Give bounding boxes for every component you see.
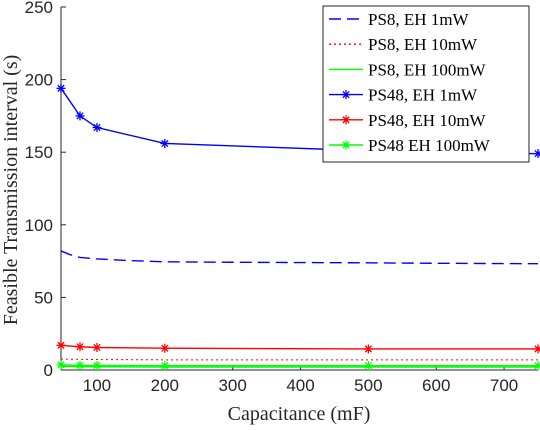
legend-box	[322, 5, 530, 163]
legend-marker	[341, 115, 351, 125]
legend-label: PS48, EH 1mW	[368, 86, 478, 105]
series-line-0	[60, 250, 539, 265]
data-point-marker	[160, 138, 170, 148]
legend-item: PS48 EH 100mW	[329, 136, 491, 155]
series-line-5	[60, 364, 538, 367]
y-tick-label: 100	[25, 216, 53, 235]
legend-marker	[341, 140, 351, 150]
data-point-marker	[160, 361, 170, 371]
legend-label: PS48, EH 10mW	[368, 111, 487, 130]
data-point-marker	[75, 360, 85, 370]
series-line-1	[60, 358, 538, 361]
legend-label: PS8, EH 100mW	[368, 60, 487, 79]
data-point-marker	[56, 83, 66, 93]
data-point-marker	[363, 344, 373, 354]
x-tick-label: 500	[354, 376, 382, 395]
legend-label: PS8, EH 10mW	[368, 35, 478, 54]
data-point-marker	[160, 343, 170, 353]
x-tick-label: 400	[286, 376, 314, 395]
data-point-marker	[56, 360, 66, 370]
data-point-marker	[56, 340, 66, 350]
data-point-marker	[75, 111, 85, 121]
data-point-marker	[533, 149, 540, 159]
data-point-marker	[92, 342, 102, 352]
x-tick-label: 100	[83, 376, 111, 395]
legend-item: PS48, EH 10mW	[329, 111, 487, 130]
y-tick-label: 0	[44, 361, 53, 380]
legend-item: PS8, EH 10mW	[329, 35, 478, 54]
legend: PS8, EH 1mW PS8, EH 10mW PS8, EH 100mW PS48…	[322, 5, 530, 163]
legend-item: PS8, EH 1mW	[329, 10, 470, 29]
x-axis-title: Capacitance (mF)	[228, 403, 371, 425]
series-line-4	[60, 344, 538, 350]
y-tick-label: 200	[25, 71, 53, 90]
legend-label: PS8, EH 1mW	[368, 10, 470, 29]
x-tick-label: 200	[151, 376, 179, 395]
data-point-marker	[363, 361, 373, 371]
data-point-marker	[533, 344, 540, 354]
y-tick-label: 50	[34, 288, 53, 307]
y-tick-label: 250	[25, 0, 53, 17]
x-tick-label: 600	[422, 376, 450, 395]
y-axis-title: Feasible Transmission interval (s)	[0, 55, 22, 326]
legend-item: PS48, EH 1mW	[329, 86, 478, 105]
legend-item: PS8, EH 100mW	[329, 60, 487, 79]
series-line-2	[60, 365, 538, 368]
x-tick-label: 700	[490, 376, 518, 395]
data-point-marker	[533, 361, 540, 371]
data-point-marker	[92, 360, 102, 370]
legend-label: PS48 EH 100mW	[368, 136, 491, 155]
y-tick-label: 150	[25, 143, 53, 162]
legend-marker	[341, 90, 351, 100]
axes: 100 200 300 400 500 600 700 0 50 100 150 200 250	[25, 0, 538, 395]
data-point-marker	[75, 342, 85, 352]
x-tick-label: 300	[218, 376, 246, 395]
data-point-marker	[92, 123, 102, 133]
